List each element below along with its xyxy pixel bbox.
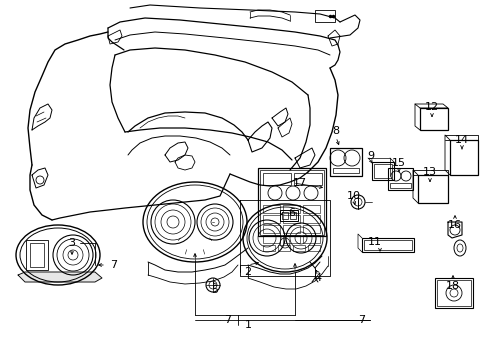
Text: 18: 18 xyxy=(446,281,460,291)
Bar xyxy=(283,235,300,243)
Text: 9: 9 xyxy=(368,151,374,161)
Text: 8: 8 xyxy=(332,126,340,136)
Bar xyxy=(263,225,280,233)
Text: 2: 2 xyxy=(245,267,251,277)
Bar xyxy=(30,243,44,267)
Bar xyxy=(294,173,322,185)
Bar xyxy=(390,183,411,188)
Bar xyxy=(263,245,275,251)
Bar xyxy=(437,280,471,306)
Bar xyxy=(435,278,473,308)
Bar xyxy=(303,225,320,233)
Bar xyxy=(280,210,298,221)
Bar xyxy=(315,10,335,22)
Bar xyxy=(263,205,280,213)
Bar xyxy=(258,168,326,236)
Bar xyxy=(278,245,290,251)
Text: 13: 13 xyxy=(423,167,437,177)
Bar xyxy=(374,164,392,178)
Text: 6: 6 xyxy=(289,208,295,218)
Text: 15: 15 xyxy=(392,158,406,168)
Bar xyxy=(418,175,448,203)
Bar xyxy=(293,245,305,251)
Bar xyxy=(26,240,48,270)
Bar xyxy=(388,168,413,190)
Text: 11: 11 xyxy=(368,237,382,247)
Bar xyxy=(362,238,414,252)
Bar xyxy=(283,215,300,223)
Text: 4: 4 xyxy=(315,273,321,283)
Bar xyxy=(330,148,362,176)
Bar xyxy=(263,235,280,243)
Text: 3: 3 xyxy=(69,238,75,248)
Bar xyxy=(290,212,296,219)
Bar xyxy=(303,215,320,223)
Text: 10: 10 xyxy=(347,191,361,201)
Bar xyxy=(303,205,320,213)
Bar xyxy=(260,170,324,235)
Text: 7: 7 xyxy=(110,260,118,270)
Bar xyxy=(450,140,478,175)
Text: 17: 17 xyxy=(293,178,307,188)
Bar xyxy=(263,173,291,185)
Text: 1: 1 xyxy=(245,320,251,330)
Text: 7: 7 xyxy=(359,315,366,325)
Text: 7: 7 xyxy=(224,315,232,325)
Bar xyxy=(303,235,320,243)
Bar xyxy=(308,245,320,251)
Bar xyxy=(420,108,448,130)
Bar xyxy=(333,168,359,173)
Polygon shape xyxy=(18,272,102,282)
Bar xyxy=(372,162,394,180)
Text: 12: 12 xyxy=(425,102,439,112)
Bar xyxy=(283,205,300,213)
Text: 5: 5 xyxy=(212,285,219,295)
Text: 16: 16 xyxy=(448,220,462,230)
Bar xyxy=(283,225,300,233)
Bar xyxy=(282,212,288,219)
Bar xyxy=(263,215,280,223)
Text: 14: 14 xyxy=(455,135,469,145)
Bar xyxy=(364,240,412,250)
